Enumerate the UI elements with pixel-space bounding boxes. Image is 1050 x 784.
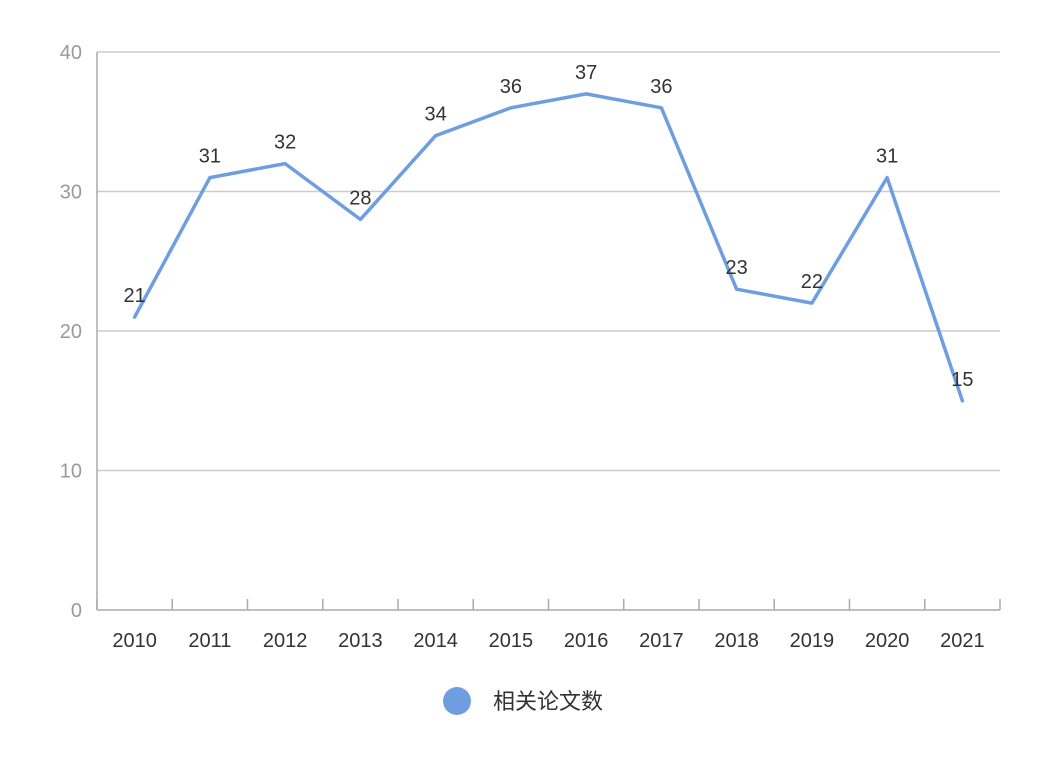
data-label: 34: [425, 104, 447, 126]
labels-layer: 21 31 32 28 34 36 37 36 23 22 31 15: [124, 62, 974, 391]
data-label: 23: [726, 257, 748, 279]
x-tick-label: 2014: [413, 630, 458, 652]
data-label: 28: [349, 187, 371, 209]
data-label: 22: [801, 271, 823, 293]
y-tick-label: 20: [60, 321, 82, 343]
data-label: 31: [876, 146, 898, 168]
x-tick-label: 2015: [489, 630, 534, 652]
x-tick-label: 2019: [790, 630, 835, 652]
x-tick-label: 2012: [263, 630, 308, 652]
y-tick-label: 0: [71, 600, 82, 622]
axis-layer: 0 10 20 30 40 2010 2011 2012 2013 2014 2015 2016 201…: [60, 42, 1001, 652]
grid-layer: [97, 51, 1000, 472]
data-label: 21: [124, 285, 146, 307]
data-label: 36: [500, 76, 522, 98]
x-tick-label: 2013: [338, 630, 383, 652]
data-label: 32: [274, 132, 296, 154]
x-tick-label: 2018: [714, 630, 759, 652]
series-line: [132, 92, 965, 403]
x-tick-label: 2021: [940, 630, 985, 652]
x-tick-label: 2011: [188, 630, 231, 652]
y-tick-label: 40: [60, 42, 82, 64]
data-label: 36: [650, 76, 672, 98]
x-tick-label: 2010: [112, 630, 157, 652]
data-label: 15: [951, 369, 973, 391]
y-tick-label: 30: [60, 182, 82, 204]
legend-marker: [443, 687, 471, 715]
data-label: 37: [575, 62, 597, 84]
series-layer: [132, 92, 965, 403]
x-tick-label: 2016: [564, 630, 609, 652]
data-label: 31: [199, 146, 221, 168]
y-tick-label: 10: [60, 461, 82, 483]
legend: 相关论文数: [443, 687, 603, 715]
x-tick-label: 2020: [865, 630, 910, 652]
legend-label: 相关论文数: [493, 689, 603, 714]
x-tick-label: 2017: [639, 630, 684, 652]
